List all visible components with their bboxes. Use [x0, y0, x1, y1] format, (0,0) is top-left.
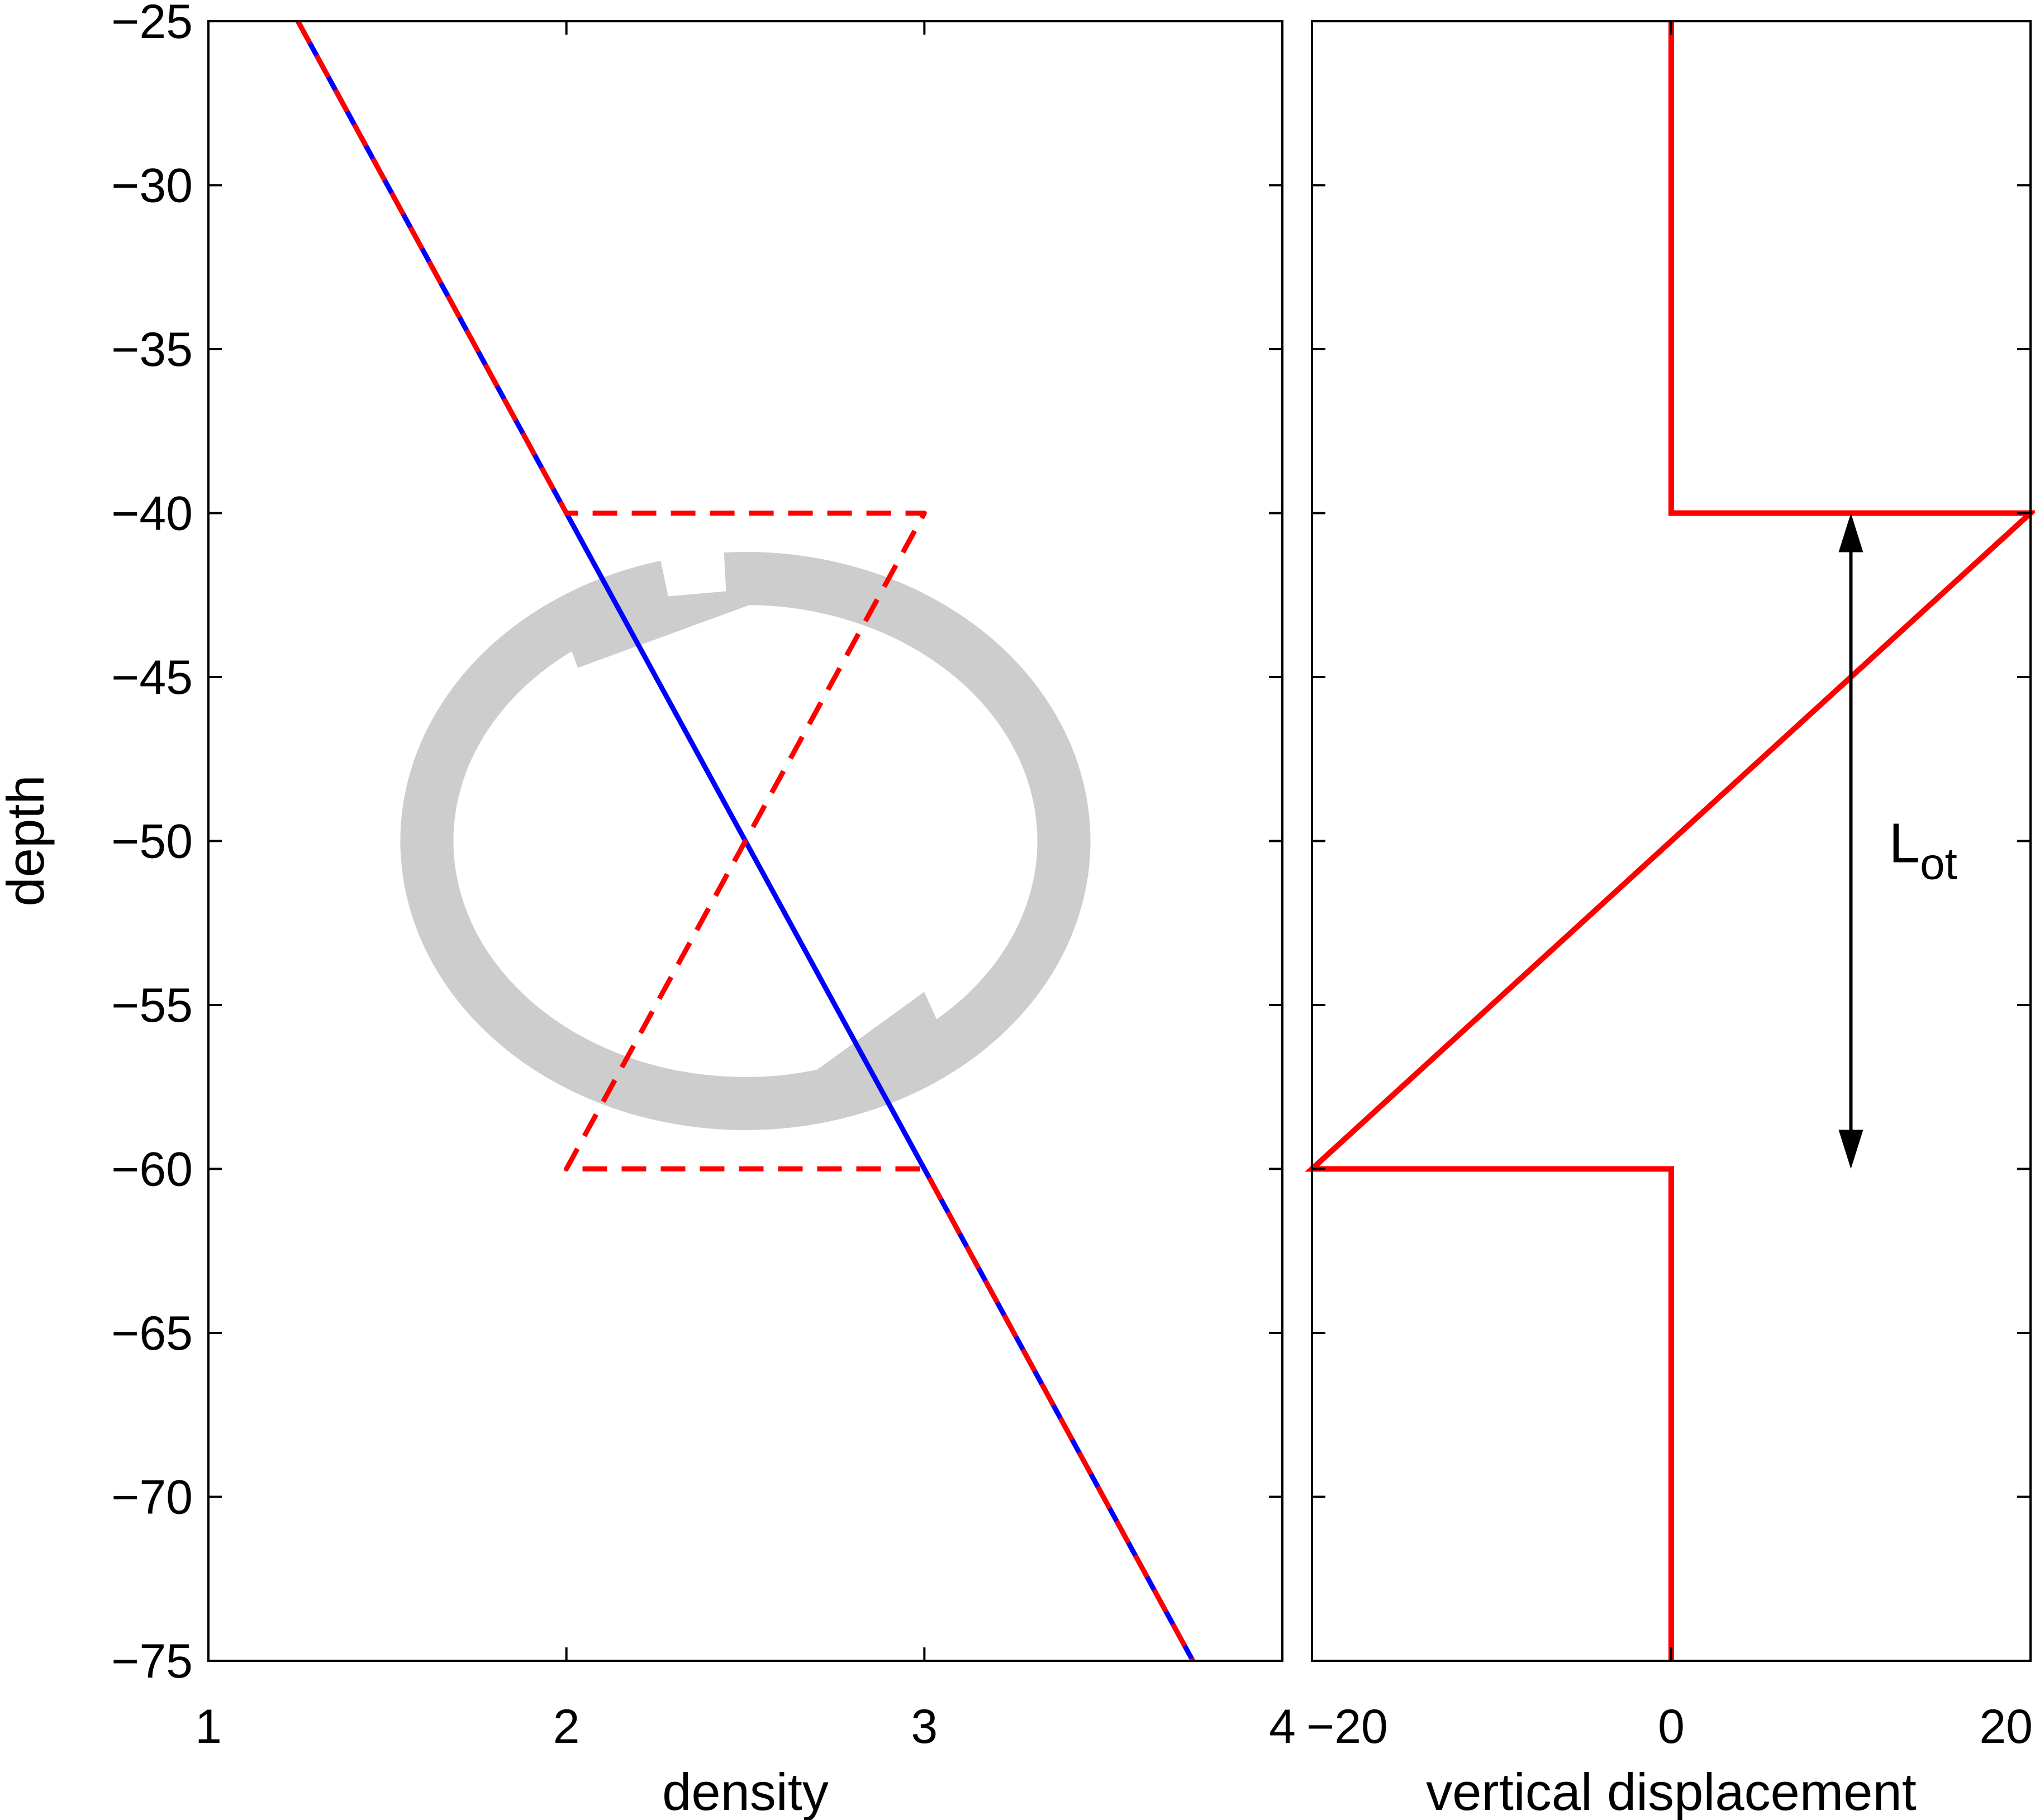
density-x-axis-label: density — [662, 1762, 829, 1820]
depth-y-tick-label: −35 — [111, 323, 193, 377]
circulation-arc-left — [427, 587, 825, 1103]
lot-label: Lot — [1889, 812, 1957, 889]
arrowhead-up — [1838, 513, 1863, 552]
circulation-arrows — [427, 579, 1091, 1126]
overturn-scale-arrow: Lot — [1838, 513, 1957, 1169]
depth-y-tick-label: −50 — [111, 815, 193, 869]
density-x-tick-label: 1 — [195, 1700, 222, 1754]
depth-y-axis-label: depth — [0, 775, 55, 906]
displacement-x-tick-label: −20 — [1306, 1700, 1388, 1754]
displacement-panel: Lot −20 0 20 vertical displacement — [1305, 20, 2035, 1820]
displacement-x-tick-label: 0 — [1658, 1700, 1685, 1754]
depth-y-tick-label: −55 — [111, 979, 193, 1032]
density-panel: 1 2 3 4 −25 −30 −35 −40 −45 −50 −55 −60 −65 −70 −75 de… — [0, 0, 1296, 1820]
depth-y-tick-label: −65 — [111, 1307, 193, 1360]
depth-y-tick-label: −45 — [111, 651, 193, 704]
density-x-tick-label: 3 — [911, 1700, 938, 1754]
density-x-tick-label: 4 — [1269, 1700, 1296, 1754]
depth-y-tick-label: −40 — [111, 487, 193, 541]
depth-y-tick-label: −60 — [111, 1143, 193, 1197]
displacement-profile-line — [1305, 21, 2035, 1661]
density-x-tick-label: 2 — [553, 1700, 580, 1754]
depth-y-tick-label: −30 — [111, 159, 193, 213]
depth-y-tick-label: −25 — [111, 0, 193, 49]
arrowhead-down — [1838, 1130, 1863, 1169]
displacement-x-axis-label: vertical displacement — [1426, 1762, 1917, 1820]
depth-y-tick-label: −75 — [111, 1635, 193, 1688]
depth-y-tick-label: −70 — [111, 1471, 193, 1524]
density-profile-dashed-red — [296, 20, 1195, 1662]
circulation-arrowhead-bottom — [740, 992, 952, 1126]
displacement-x-tick-label: 20 — [1979, 1700, 2033, 1754]
